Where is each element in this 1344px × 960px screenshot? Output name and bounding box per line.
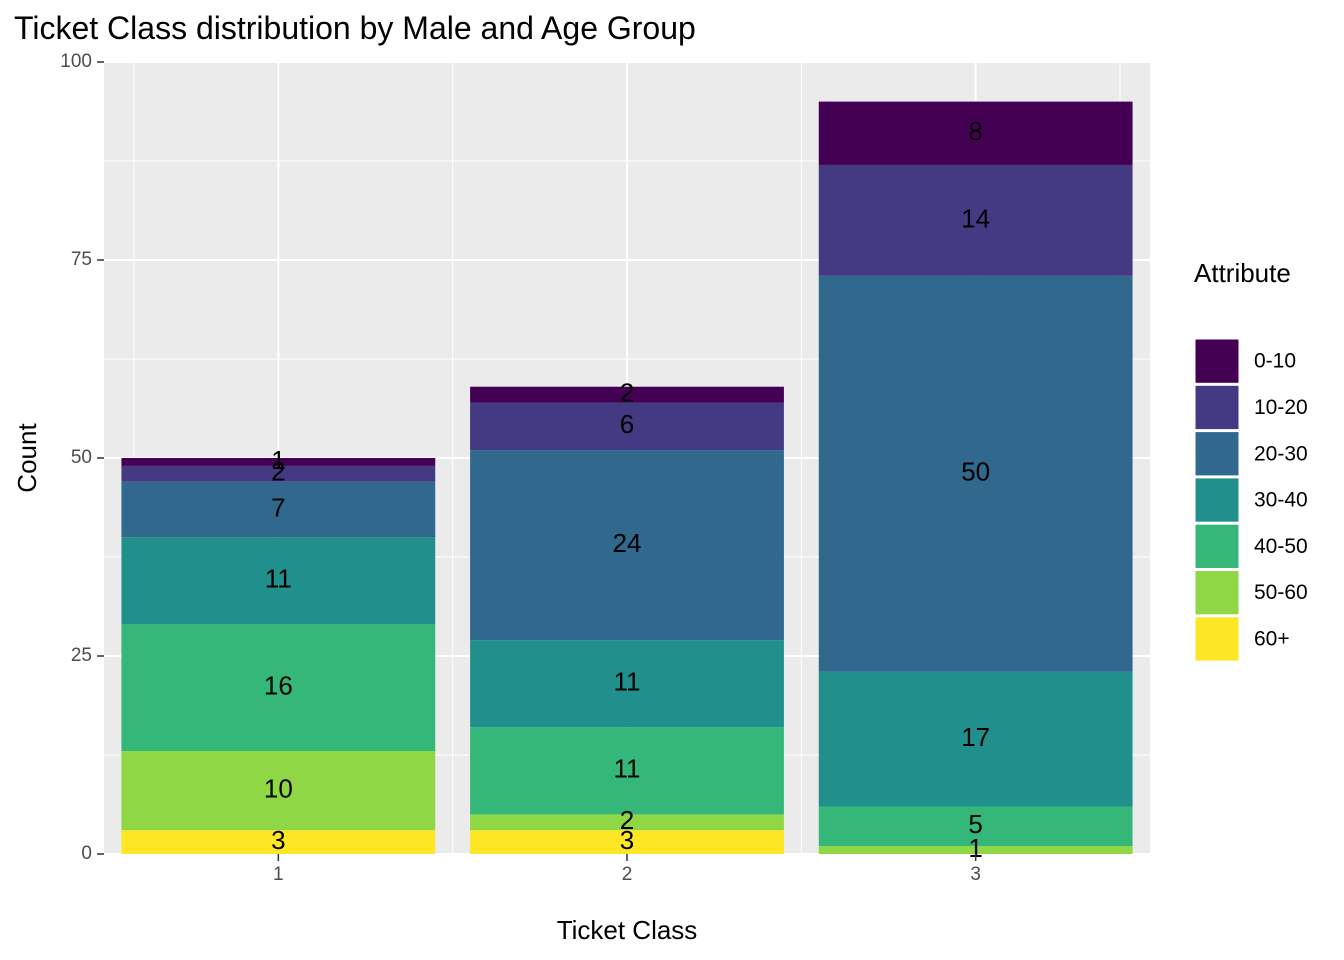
- data-label: 11: [265, 564, 292, 594]
- bar-segment: [818, 164, 1133, 276]
- legend: Attribute 0-10 10-20 20-30 30-40 40-50 50-60 6…: [1194, 258, 1308, 662]
- legend-key: [1194, 523, 1240, 570]
- y-axis-title: Count: [12, 423, 42, 493]
- legend-label: 20-30: [1254, 442, 1308, 465]
- bars: [121, 101, 1133, 854]
- legend-label: 40-50: [1254, 535, 1308, 558]
- data-label: 14: [961, 203, 990, 233]
- bar-segment: [470, 386, 784, 403]
- bar-segment: [121, 481, 436, 538]
- bar-segment: [121, 830, 436, 854]
- bar-segment: [818, 806, 1133, 847]
- bar-segment: [470, 814, 784, 831]
- data-label: 16: [264, 671, 293, 701]
- chart-title: Ticket Class distribution by Male and Ag…: [14, 10, 696, 46]
- data-label: 50: [961, 457, 990, 487]
- x-tick-label: 2: [622, 864, 633, 885]
- data-label: 10: [264, 774, 293, 804]
- data-label: 3: [620, 825, 634, 855]
- bar-segment: [818, 846, 1133, 854]
- bar-segment: [470, 402, 784, 451]
- data-label: 2: [620, 805, 634, 835]
- bar-segment: [121, 624, 436, 752]
- bar-segment: [818, 671, 1133, 807]
- bar-segment: [121, 751, 436, 831]
- bar-segment: [470, 830, 784, 854]
- data-label: 24: [613, 528, 642, 558]
- y-tick-label: 100: [60, 51, 92, 72]
- data-label: 11: [614, 754, 641, 784]
- data-label: 3: [271, 825, 285, 855]
- y-tick-label: 25: [71, 645, 92, 666]
- data-label: 8: [968, 116, 982, 146]
- bar-segment: [470, 727, 784, 815]
- legend-label: 10-20: [1254, 396, 1308, 419]
- data-label: 11: [614, 667, 641, 697]
- legend-key: [1194, 338, 1240, 384]
- bar-segment: [818, 275, 1133, 672]
- x-tick-label: 1: [273, 864, 284, 885]
- legend-key: [1194, 477, 1240, 523]
- x-axis-title: Ticket Class: [557, 915, 698, 945]
- legend-label: 0-10: [1254, 350, 1296, 373]
- legend-label: 60+: [1254, 627, 1290, 650]
- data-label: 7: [271, 492, 285, 522]
- data-label: 2: [271, 457, 285, 487]
- legend-key: [1194, 570, 1240, 616]
- y-tick-label: 75: [71, 249, 92, 270]
- data-label: 2: [620, 378, 634, 408]
- y-tick-label: 50: [71, 447, 92, 468]
- data-label: 6: [620, 409, 634, 439]
- data-label: 17: [961, 722, 990, 752]
- legend-key: [1194, 616, 1240, 662]
- data-label: 1: [968, 833, 982, 863]
- legend-label: 30-40: [1254, 489, 1308, 512]
- bar-segment: [121, 465, 436, 482]
- legend-key: [1194, 384, 1240, 431]
- legend-title: Attribute: [1194, 258, 1291, 288]
- bar-segment: [121, 537, 436, 625]
- bar-segment: [470, 640, 784, 728]
- bar-segment: [818, 101, 1133, 165]
- data-label: 5: [968, 809, 982, 839]
- data-label: 1: [271, 445, 285, 475]
- bar-segment: [121, 458, 436, 466]
- legend-label: 50-60: [1254, 581, 1308, 604]
- y-tick-label: 0: [81, 843, 92, 864]
- bar-segment: [470, 450, 784, 641]
- x-tick-label: 3: [970, 864, 981, 885]
- legend-key: [1194, 431, 1240, 477]
